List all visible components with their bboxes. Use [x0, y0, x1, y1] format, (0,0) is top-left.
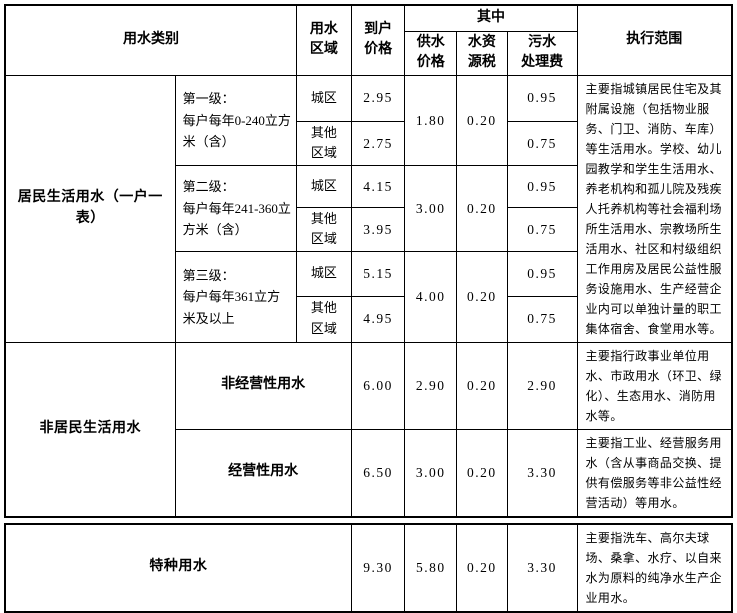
tier1-other-sewage-cell: 0.75 [506, 120, 578, 167]
tier2-supply-cell: 3.00 [404, 165, 458, 253]
residential-tier1-other-row: 其他 区域 2.75 0.75 [5, 120, 732, 167]
water-tariff-table: 用水类别 用水 区域 到户 价格 其中 执行范围 供水 价格 水资 源税 污水 … [4, 4, 733, 518]
noncommercial-sewage-cell: 2.90 [506, 341, 578, 430]
non-residential-category-cell: 非居民生活用水 [4, 341, 176, 517]
tier2-other-sewage-cell: 0.75 [506, 206, 578, 253]
header-scope-cell: 执行范围 [576, 4, 733, 76]
region-label: 城区 [310, 177, 337, 193]
header-row-top: 用水类别 用水 区域 到户 价格 其中 执行范围 [4, 4, 733, 76]
residential-tier3-other-row: 其他 区域 4.95 0.75 [5, 295, 732, 343]
tier1-other-region-cell: 其他 区域 [296, 120, 352, 167]
tier3-tax-cell: 0.20 [456, 251, 508, 343]
tier1-other-price-cell: 2.75 [350, 120, 406, 167]
tier3-supply-cell: 4.00 [404, 251, 458, 343]
header-price-cell: 到户 价格 [350, 4, 406, 76]
tier2-urban-price-cell: 4.15 [350, 165, 406, 208]
tier3-label-cell: 第三级： 每户每年361立方米及以上 [174, 251, 298, 343]
tier2-other-region-cell: 其他 区域 [296, 206, 352, 253]
tier3-urban-price-cell: 5.15 [350, 251, 406, 297]
tier1-label-cell: 第一级： 每户每年0-240立方米（含） [174, 74, 298, 167]
tier2-tax-cell: 0.20 [456, 165, 508, 253]
header-sewage-fee-cell: 污水 处理费 [506, 30, 578, 76]
tier2-urban-region-cell: 城区 [296, 165, 352, 208]
region-label: 其他 区域 [310, 210, 337, 247]
header-among-which-cell: 其中 [404, 4, 578, 32]
header-region-cell: 用水 区域 [296, 4, 352, 76]
commercial-supply-cell: 3.00 [404, 428, 458, 517]
commercial-label-cell: 经营性用水 [174, 428, 352, 517]
tier1-urban-region-cell: 城区 [296, 74, 352, 122]
residential-tier1-urban-row: 居民生活用水（一户一表） 第一级： 每户每年0-240立方米（含） 城区 2.9… [4, 74, 733, 343]
header-supply-price-cell: 供水 价格 [404, 30, 458, 76]
residential-category-cell: 居民生活用水（一户一表） [4, 74, 176, 343]
commercial-price-cell: 6.50 [350, 428, 406, 517]
noncommercial-price-cell: 6.00 [350, 341, 406, 430]
commercial-sewage-cell: 3.30 [506, 428, 578, 517]
region-label: 城区 [310, 265, 337, 281]
non-residential-noncommercial-row: 非居民生活用水 非经营性用水 6.00 2.90 0.20 2.90 主要指行政… [4, 341, 733, 517]
noncommercial-supply-cell: 2.90 [404, 341, 458, 430]
commercial-tax-cell: 0.20 [456, 428, 508, 517]
non-residential-commercial-row: 经营性用水 6.50 3.00 0.20 3.30 主要指工业、经营服务用水（含… [5, 428, 733, 517]
tier3-urban-region-cell: 城区 [296, 251, 352, 297]
header-row-sub: 供水 价格 水资 源税 污水 处理费 [5, 30, 732, 76]
special-scope-cell: 主要指洗车、高尔夫球场、桑拿、水疗、以自来水为原料的纯净水生产企业用水。 [576, 523, 733, 612]
residential-scope-cell: 主要指城镇居民住宅及其附属设施（包括物业服务、门卫、消防、车库）等生活用水。学校… [576, 74, 733, 343]
tier3-other-price-cell: 4.95 [350, 295, 406, 343]
commercial-scope-cell: 主要指工业、经营服务用水（含从事商品交换、提供有偿服务等非公益性经营活动）等用水… [576, 428, 733, 517]
tier1-urban-sewage-cell: 0.95 [506, 74, 578, 122]
noncommercial-label-cell: 非经营性用水 [174, 341, 352, 430]
special-water-row: 特种用水 9.30 5.80 0.20 3.30 主要指洗车、高尔夫球场、桑拿、… [4, 523, 733, 612]
tier3-other-region-cell: 其他 区域 [296, 295, 352, 343]
tier1-urban-price-cell: 2.95 [350, 74, 406, 122]
special-water-table: 特种用水 9.30 5.80 0.20 3.30 主要指洗车、高尔夫球场、桑拿、… [4, 522, 733, 613]
residential-tier3-urban-row: 第三级： 每户每年361立方米及以上 城区 5.15 4.00 0.20 0.9… [5, 251, 732, 343]
tier2-other-price-cell: 3.95 [350, 206, 406, 253]
region-label: 其他 区域 [310, 124, 337, 161]
special-label-cell: 特种用水 [4, 523, 352, 612]
special-tax-cell: 0.20 [456, 523, 508, 612]
region-label: 其他 区域 [310, 300, 337, 336]
tier2-urban-sewage-cell: 0.95 [506, 165, 578, 208]
header-resource-tax-cell: 水资 源税 [456, 30, 508, 76]
tier3-urban-sewage-cell: 0.95 [506, 251, 578, 297]
noncommercial-tax-cell: 0.20 [456, 341, 508, 430]
tier2-label-cell: 第二级： 每户每年241-360立方米（含） [174, 165, 298, 253]
residential-tier2-other-row: 其他 区域 3.95 0.75 [5, 206, 732, 253]
noncommercial-scope-cell: 主要指行政事业单位用水、市政用水（环卫、绿化）、生态用水、消防用水等。 [576, 341, 733, 430]
region-label: 城区 [310, 89, 337, 105]
residential-tier2-urban-row: 第二级： 每户每年241-360立方米（含） 城区 4.15 3.00 0.20… [5, 165, 732, 253]
tier1-supply-cell: 1.80 [404, 74, 458, 167]
water-tariff-document: 用水类别 用水 区域 到户 价格 其中 执行范围 供水 价格 水资 源税 污水 … [4, 4, 733, 613]
special-supply-cell: 5.80 [404, 523, 458, 612]
header-category-cell: 用水类别 [4, 4, 298, 76]
tier3-other-sewage-cell: 0.75 [506, 295, 578, 343]
tier1-tax-cell: 0.20 [456, 74, 508, 167]
special-price-cell: 9.30 [350, 523, 406, 612]
special-sewage-cell: 3.30 [506, 523, 578, 612]
